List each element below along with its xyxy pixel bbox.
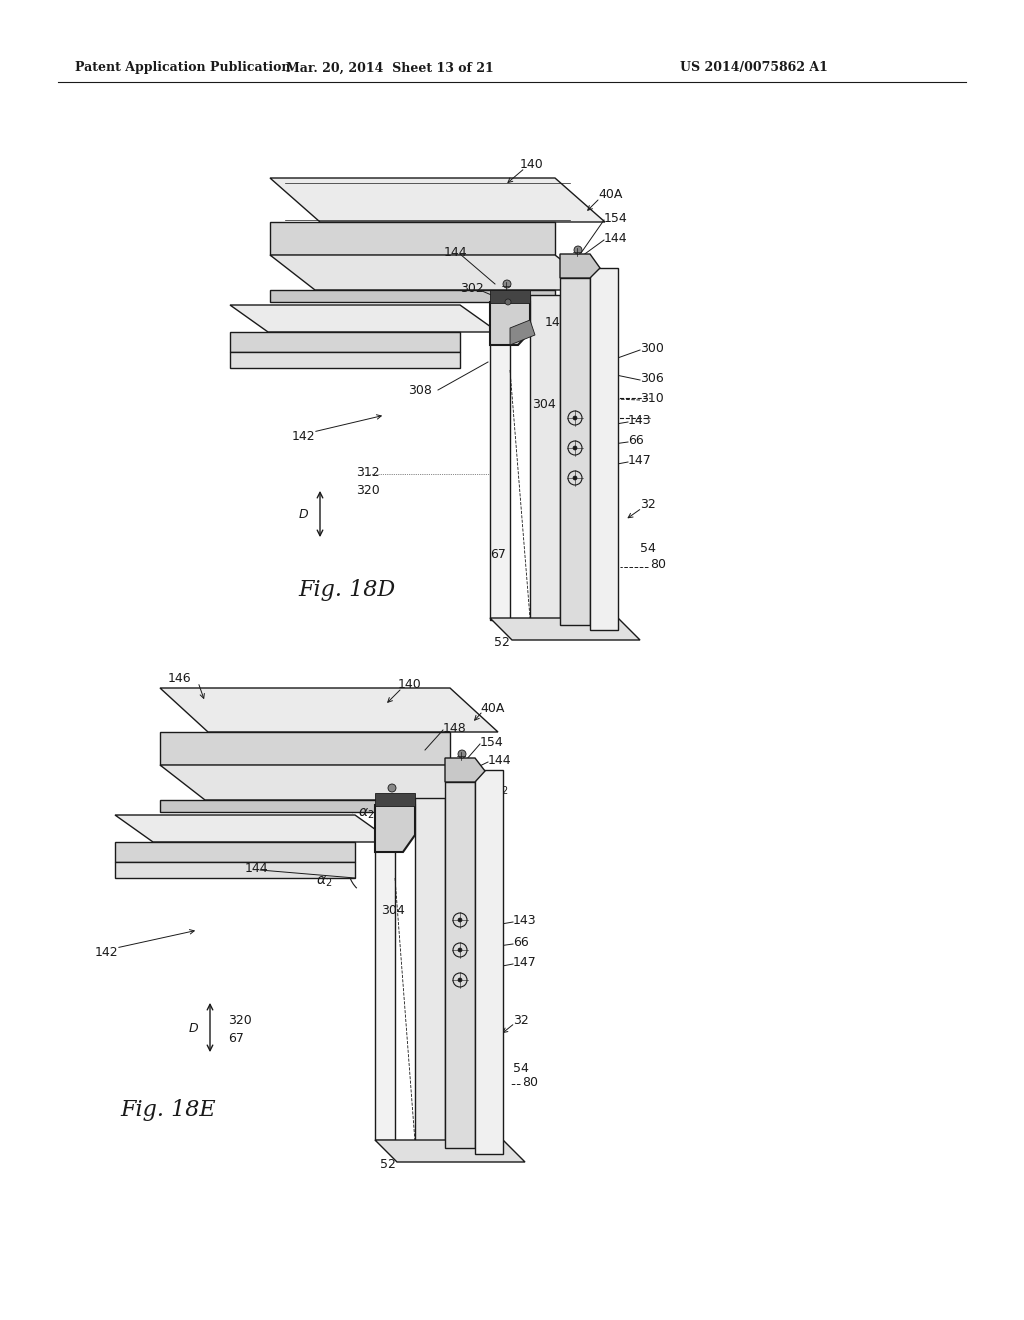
Polygon shape [375, 805, 415, 851]
Circle shape [573, 477, 577, 480]
Polygon shape [445, 758, 485, 781]
Text: 142: 142 [292, 429, 315, 442]
Text: 304: 304 [532, 399, 556, 412]
Polygon shape [375, 793, 415, 807]
Polygon shape [475, 770, 503, 1154]
Text: 67: 67 [228, 1031, 244, 1044]
Polygon shape [160, 800, 450, 812]
Text: $\alpha_2$: $\alpha_2$ [316, 875, 333, 890]
Text: $\alpha_2$: $\alpha_2$ [358, 807, 375, 821]
Text: 310: 310 [640, 392, 664, 404]
Polygon shape [490, 290, 530, 304]
Circle shape [574, 246, 582, 253]
Text: 32: 32 [513, 1014, 528, 1027]
Text: 147: 147 [513, 956, 537, 969]
Text: 302: 302 [460, 282, 484, 296]
Text: 144: 144 [488, 754, 512, 767]
Text: 142: 142 [94, 945, 118, 958]
Text: Patent Application Publication: Patent Application Publication [75, 62, 291, 74]
Polygon shape [115, 862, 355, 878]
Polygon shape [160, 766, 495, 800]
Text: $\alpha_2$: $\alpha_2$ [492, 783, 508, 797]
Text: Fig. 18E: Fig. 18E [120, 1100, 216, 1121]
Polygon shape [510, 319, 535, 345]
Text: US 2014/0075862 A1: US 2014/0075862 A1 [680, 62, 827, 74]
Text: 140: 140 [520, 158, 544, 172]
Text: 148: 148 [443, 722, 467, 734]
Text: 144: 144 [444, 246, 468, 259]
Polygon shape [270, 222, 555, 255]
Text: 154: 154 [604, 211, 628, 224]
Circle shape [573, 416, 577, 420]
Text: 66: 66 [513, 936, 528, 949]
Text: 308: 308 [408, 384, 432, 396]
Polygon shape [560, 279, 590, 624]
Text: Fig. 18D: Fig. 18D [298, 579, 395, 601]
Text: 144: 144 [245, 862, 268, 874]
Polygon shape [230, 352, 460, 368]
Text: 145: 145 [545, 315, 568, 329]
Text: 40A: 40A [480, 701, 505, 714]
Polygon shape [530, 294, 560, 620]
Circle shape [458, 750, 466, 758]
Circle shape [458, 917, 462, 921]
Circle shape [505, 300, 511, 305]
Text: 67: 67 [490, 549, 506, 561]
Text: Mar. 20, 2014  Sheet 13 of 21: Mar. 20, 2014 Sheet 13 of 21 [286, 62, 494, 74]
Polygon shape [230, 305, 498, 333]
Text: 320: 320 [356, 483, 380, 496]
Polygon shape [375, 812, 395, 1140]
Text: 66: 66 [628, 433, 644, 446]
Polygon shape [115, 814, 393, 842]
Text: D: D [188, 1022, 198, 1035]
Text: 140: 140 [398, 678, 422, 692]
Text: 52: 52 [380, 1159, 396, 1172]
Text: 304: 304 [381, 903, 406, 916]
Polygon shape [590, 268, 618, 630]
Polygon shape [490, 308, 510, 620]
Text: 306: 306 [640, 371, 664, 384]
Polygon shape [160, 688, 498, 733]
Polygon shape [115, 842, 355, 862]
Text: 80: 80 [650, 558, 666, 572]
Circle shape [388, 784, 396, 792]
Circle shape [573, 446, 577, 450]
Circle shape [458, 978, 462, 982]
Text: 320: 320 [228, 1014, 252, 1027]
Polygon shape [375, 1140, 525, 1162]
Polygon shape [560, 253, 600, 279]
Text: 54: 54 [640, 541, 656, 554]
Polygon shape [445, 781, 475, 1148]
Polygon shape [415, 799, 445, 1142]
Text: 146: 146 [168, 672, 191, 685]
Text: D: D [298, 507, 308, 520]
Text: 147: 147 [628, 454, 651, 466]
Text: 80: 80 [522, 1076, 538, 1089]
Polygon shape [490, 302, 530, 345]
Text: 144: 144 [604, 231, 628, 244]
Polygon shape [270, 178, 605, 222]
Text: 32: 32 [640, 499, 655, 511]
Text: 143: 143 [628, 413, 651, 426]
Polygon shape [270, 255, 600, 290]
Polygon shape [490, 618, 640, 640]
Text: 312: 312 [356, 466, 380, 479]
Polygon shape [230, 333, 460, 352]
Text: 154: 154 [480, 735, 504, 748]
Polygon shape [270, 290, 555, 302]
Text: 52: 52 [494, 635, 510, 648]
Text: 54: 54 [513, 1061, 528, 1074]
Circle shape [458, 948, 462, 952]
Circle shape [503, 280, 511, 288]
Polygon shape [160, 733, 450, 766]
Text: 300: 300 [640, 342, 664, 355]
Text: 40A: 40A [598, 189, 623, 202]
Text: 143: 143 [513, 913, 537, 927]
